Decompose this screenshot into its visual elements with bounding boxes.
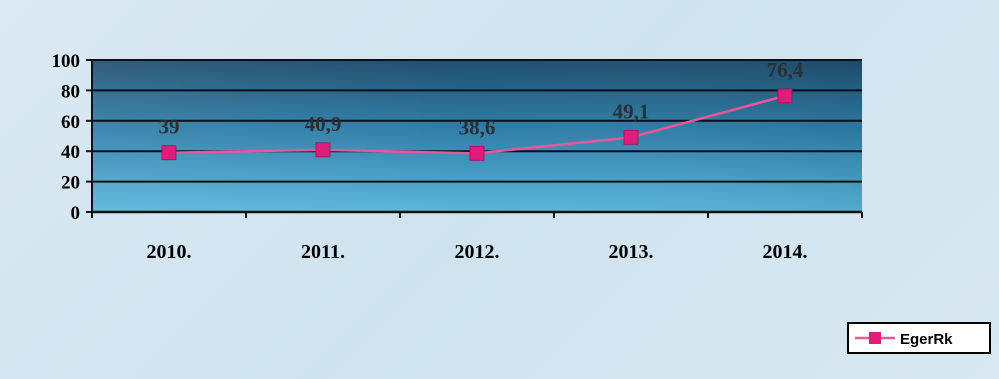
series-egerrk [161, 88, 793, 161]
y-tick-0: 0 [71, 203, 81, 224]
legend: EgerRk [847, 322, 991, 354]
y-tick-60: 60 [61, 112, 80, 133]
y-tick-80: 80 [61, 81, 80, 102]
legend-marker [869, 332, 881, 344]
x-tick-labels: 2010. 2011. 2012. 2013. 2014. [147, 241, 808, 263]
data-label-2013: 49,1 [613, 99, 650, 123]
legend-label: EgerRk [900, 331, 953, 348]
legend-box [847, 322, 991, 354]
x-tick-2013: 2013. [609, 241, 654, 263]
y-tick-labels: 0 20 40 60 80 100 [52, 51, 81, 224]
point-2012 [469, 145, 485, 161]
y-tick-20: 20 [61, 173, 80, 194]
point-2014 [777, 88, 793, 104]
axes [86, 59, 863, 218]
point-2011 [315, 142, 331, 158]
data-label-2012: 38,6 [459, 115, 496, 139]
data-label-2014: 76,4 [767, 58, 804, 82]
y-tick-100: 100 [52, 51, 81, 72]
y-tick-40: 40 [61, 142, 80, 163]
gridlines [92, 59, 862, 183]
plot-sheen [92, 60, 862, 212]
point-2013 [623, 129, 639, 145]
x-tick-2014: 2014. [763, 241, 808, 263]
data-label-2011: 40,9 [305, 112, 342, 136]
point-2010 [161, 145, 177, 161]
data-labels: 39 40,9 38,6 49,1 76,4 [159, 58, 804, 139]
x-tick-2011: 2011. [301, 241, 345, 263]
data-label-2010: 39 [159, 115, 180, 139]
x-tick-2012: 2012. [455, 241, 500, 263]
x-tick-2010: 2010. [147, 241, 192, 263]
